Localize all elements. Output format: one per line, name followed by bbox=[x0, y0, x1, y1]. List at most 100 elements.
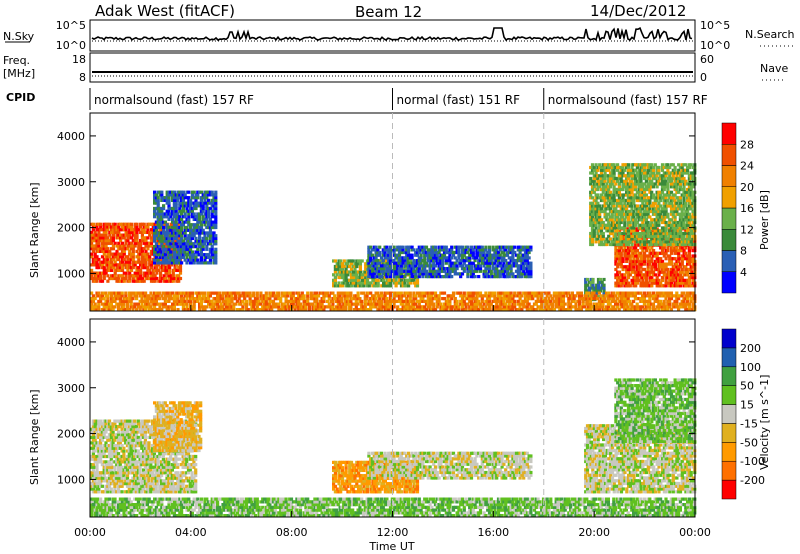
heatmap-cell bbox=[410, 264, 414, 268]
heatmap-cell bbox=[376, 278, 380, 282]
heatmap-cell bbox=[405, 272, 409, 276]
heatmap-cell bbox=[598, 204, 602, 208]
heatmap-cell bbox=[144, 257, 148, 262]
heatmap-cell bbox=[166, 263, 170, 267]
heatmap-cell bbox=[190, 201, 194, 205]
heatmap-cell bbox=[169, 250, 173, 254]
heatmap-cell bbox=[139, 241, 143, 245]
heatmap-cell bbox=[205, 206, 209, 211]
heatmap-cell bbox=[183, 204, 187, 208]
heatmap-cell bbox=[111, 263, 115, 267]
heatmap-cell bbox=[106, 236, 110, 240]
heatmap-cell bbox=[214, 198, 218, 202]
heatmap-cell bbox=[140, 279, 144, 283]
heatmap-cell bbox=[171, 236, 175, 240]
heatmap-cell bbox=[390, 269, 394, 273]
heatmap-cell bbox=[385, 253, 389, 257]
heatmap-cell bbox=[160, 212, 164, 216]
heatmap-cell bbox=[687, 278, 691, 282]
heatmap-cell bbox=[208, 220, 212, 224]
heatmap-cell bbox=[171, 206, 175, 211]
heatmap-cell bbox=[397, 245, 402, 249]
freq-panel bbox=[89, 52, 696, 83]
heatmap-cell bbox=[664, 220, 668, 225]
heatmap-cell bbox=[167, 190, 171, 194]
heatmap-cell bbox=[95, 239, 99, 243]
heatmap-cell bbox=[139, 247, 143, 251]
heatmap-cell bbox=[140, 263, 144, 267]
heatmap-cell bbox=[210, 223, 214, 227]
heatmap-cell bbox=[381, 267, 385, 271]
heatmap-cell bbox=[167, 255, 171, 259]
heatmap-cell bbox=[135, 266, 139, 270]
heatmap-cell bbox=[131, 239, 135, 243]
heatmap-cell bbox=[353, 262, 357, 266]
heatmap-cell bbox=[131, 263, 135, 267]
heatmap-cell bbox=[171, 198, 175, 202]
heatmap-cell bbox=[120, 291, 124, 295]
heatmap-cell bbox=[176, 245, 180, 249]
heatmap-cell bbox=[362, 284, 366, 288]
heatmap-cell bbox=[171, 231, 175, 235]
heatmap-cell bbox=[371, 284, 375, 288]
heatmap-cell bbox=[111, 255, 115, 259]
heatmap-cell bbox=[403, 264, 407, 268]
heatmap-cell bbox=[156, 217, 160, 221]
heatmap-cell bbox=[178, 253, 182, 257]
heatmap-cell bbox=[173, 263, 177, 267]
heatmap-cell bbox=[181, 255, 185, 259]
heatmap-cell bbox=[102, 257, 106, 262]
heatmap-cell bbox=[381, 272, 385, 276]
heatmap-cell bbox=[174, 209, 178, 213]
heatmap-cell bbox=[190, 206, 194, 211]
heatmap-cell bbox=[598, 212, 602, 216]
heatmap-cell bbox=[360, 273, 364, 277]
heatmap-cell bbox=[351, 264, 355, 269]
heatmap-cell bbox=[367, 275, 371, 279]
heatmap-cell bbox=[192, 242, 196, 246]
heatmap-cell bbox=[199, 261, 203, 265]
heatmap-cell bbox=[185, 245, 189, 249]
heatmap-cell bbox=[119, 252, 123, 256]
heatmap-cell bbox=[178, 196, 182, 200]
heatmap-cell bbox=[369, 267, 373, 271]
heatmap-cell bbox=[367, 248, 371, 252]
heatmap-cell bbox=[120, 276, 125, 281]
heatmap-cell bbox=[178, 234, 182, 238]
heatmap-cell bbox=[167, 212, 171, 216]
heatmap-cell bbox=[133, 263, 137, 267]
heatmap-cell bbox=[97, 239, 101, 243]
heatmap-cell bbox=[382, 278, 386, 282]
heatmap-cell bbox=[201, 247, 205, 251]
heatmap-cell bbox=[403, 281, 407, 285]
heatmap-cell bbox=[348, 264, 352, 269]
heatmap-cell bbox=[90, 263, 94, 267]
heatmap-cell bbox=[212, 206, 216, 211]
heatmap-cell bbox=[122, 263, 126, 267]
heatmap-cell bbox=[199, 220, 203, 224]
heatmap-cell bbox=[142, 263, 146, 267]
heatmap-cell bbox=[410, 275, 414, 279]
heatmap-cell bbox=[176, 261, 180, 265]
heatmap-cell bbox=[342, 281, 346, 285]
heatmap-cell bbox=[151, 274, 155, 278]
heatmap-cell bbox=[102, 233, 106, 237]
heatmap-cell bbox=[139, 276, 143, 281]
heatmap-cell bbox=[111, 252, 115, 256]
heatmap-cell bbox=[201, 245, 205, 249]
heatmap-cell bbox=[95, 225, 99, 229]
heatmap-cell bbox=[119, 260, 123, 264]
heatmap-cell bbox=[165, 209, 169, 213]
heatmap-cell bbox=[165, 228, 169, 232]
heatmap-cell bbox=[349, 273, 354, 277]
heatmap-cell bbox=[594, 223, 598, 227]
heatmap-cell bbox=[108, 263, 112, 267]
heatmap-cell bbox=[106, 225, 110, 229]
heatmap-cell bbox=[90, 236, 94, 240]
heatmap-cell bbox=[180, 201, 184, 205]
heatmap-cell bbox=[194, 258, 198, 262]
heatmap-cell bbox=[403, 273, 407, 277]
heatmap-cell bbox=[340, 284, 345, 288]
heatmap-cell bbox=[133, 244, 137, 248]
heatmap-cell bbox=[124, 274, 128, 278]
